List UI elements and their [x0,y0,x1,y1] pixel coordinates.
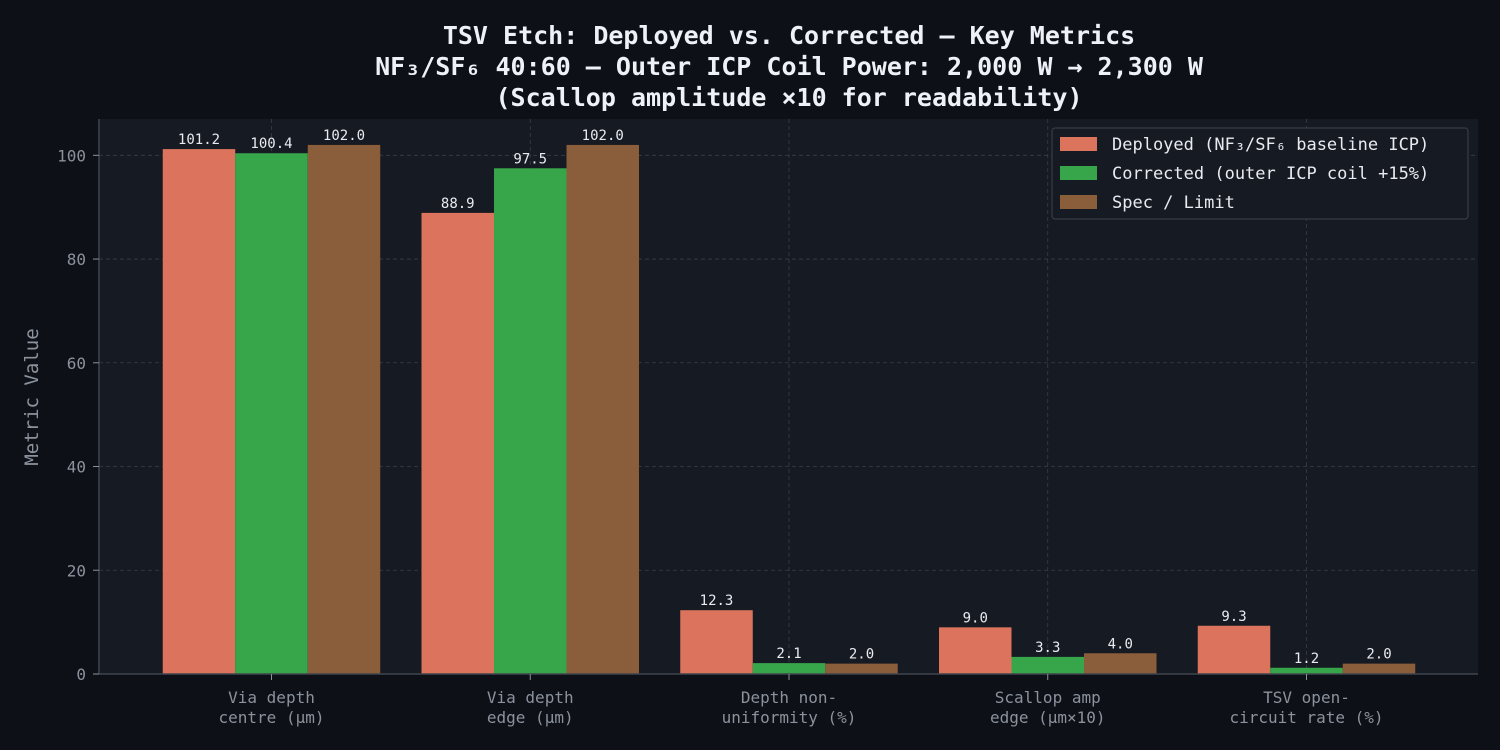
y-tick-label: 100 [57,146,86,165]
bar [1342,663,1416,674]
data-label: 88.9 [441,196,475,212]
data-label: 2.0 [1366,647,1391,663]
x-tick-label: Via depth edge (μm) [487,688,574,727]
legend-frame [1051,127,1469,220]
x-tick-label-line: Depth non- [741,688,837,707]
data-label: 102.0 [323,128,365,144]
x-tick-label: TSV open-circuit rate (%) [1229,688,1383,727]
y-tick-label: 0 [76,665,86,684]
bars-layer [162,144,1416,675]
x-tick-label-line: circuit rate (%) [1229,708,1383,727]
data-label: 9.0 [963,610,988,626]
bar [939,627,1012,674]
bar [566,144,639,675]
chart-title-line: TSV Etch: Deployed vs. Corrected — Key M… [443,21,1135,50]
bar [1197,625,1271,674]
data-label: 2.1 [776,646,801,662]
data-label: 9.3 [1221,609,1246,625]
y-tick-label: 20 [67,561,86,580]
legend-label: Deployed (NF₃/SF₆ baseline ICP) [1112,135,1429,155]
bar [421,212,494,674]
legend: Deployed (NF₃/SF₆ baseline ICP) Corrected… [1051,127,1469,220]
legend-label: Corrected (outer ICP coil +15%) [1112,164,1429,184]
bar [162,149,236,674]
data-label: 1.2 [1294,651,1319,667]
x-tick-label-line: Scallop amp [995,688,1101,707]
y-axis-label: Metric Value [21,328,43,465]
bar [235,153,308,674]
labels-layer: 101.2 88.9 12.3 9.0 9.3 100.4 97.5 2.1 3.3 1.2 102… [178,128,1392,667]
data-label: 97.5 [513,151,547,167]
x-tick-label: Via depth centre (μm) [219,688,325,727]
chart-title-line: NF₃/SF₆ 40:60 — Outer ICP Coil Power: 2,… [375,52,1204,81]
x-tick-label-line: TSV open- [1263,688,1350,707]
y-tick-label: 60 [67,354,86,373]
data-label: 2.0 [849,647,874,663]
data-label: 12.3 [700,593,734,609]
y-tick-label: 40 [67,458,86,477]
bar [825,663,898,674]
x-tick-label-line: edge (μm) [487,708,574,727]
legend-swatch [1060,137,1097,151]
data-label: 3.3 [1035,640,1060,656]
x-tick-label: Depth non-uniformity (%) [722,688,857,727]
bar [680,610,753,674]
bar [1270,667,1343,674]
data-label: 101.2 [178,132,220,148]
y-tick-label: 80 [67,250,86,269]
legend-swatch [1060,195,1097,209]
x-tick-label-line: Via depth [487,688,574,707]
chart-title: TSV Etch: Deployed vs. Corrected — Key M… [375,21,1204,112]
x-tick-label: Scallop amp edge (μm×10) [990,688,1106,727]
legend-swatch [1060,166,1097,180]
bar [1084,653,1157,674]
x-tick-label-line: Via depth [228,688,315,707]
data-label: 100.4 [250,136,292,152]
x-tick-label-line: centre (μm) [219,708,325,727]
legend-label: Spec / Limit [1112,193,1235,213]
bar [494,168,567,674]
data-label: 4.0 [1108,636,1133,652]
data-label: 102.0 [582,128,624,144]
bar [307,144,381,675]
bar [752,663,826,674]
x-tick-label-line: uniformity (%) [722,708,857,727]
x-tick-label-line: edge (μm×10) [990,708,1106,727]
bar [1011,656,1084,674]
chart-title-line: (Scallop amplitude ×10 for readability) [496,83,1083,112]
